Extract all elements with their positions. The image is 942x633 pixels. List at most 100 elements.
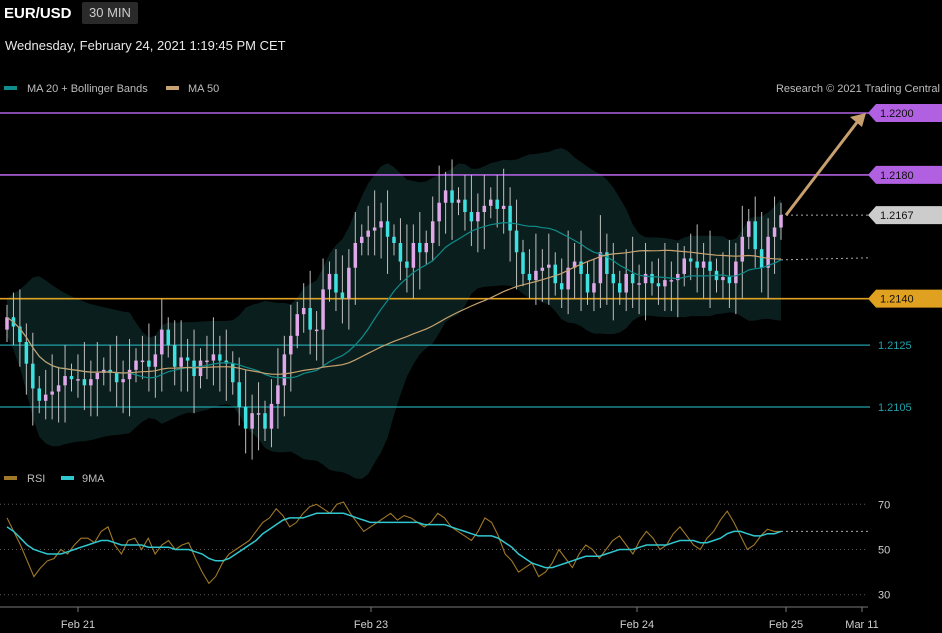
candle-body <box>598 252 603 284</box>
candle <box>598 215 603 308</box>
candle <box>656 258 661 305</box>
candle <box>256 382 261 451</box>
candle <box>179 320 183 392</box>
candle <box>534 233 538 305</box>
candle <box>727 239 732 308</box>
candle <box>340 255 345 324</box>
candle-body <box>308 307 312 330</box>
ma20-legend-label: MA 20 + Bollinger Bands <box>27 83 148 95</box>
candle-body <box>31 363 35 389</box>
ma50-legend-label: MA 50 <box>188 83 219 95</box>
candle-body <box>643 273 648 284</box>
candle <box>527 249 532 299</box>
candle-body <box>605 252 609 274</box>
candle-body <box>153 354 158 367</box>
candle-body <box>495 199 499 209</box>
interval-button[interactable]: 30 MIN <box>82 2 138 24</box>
candle-body <box>237 382 241 407</box>
rsi-tick-50: 50 <box>878 545 890 557</box>
candle <box>617 270 622 305</box>
candle <box>547 233 551 305</box>
candle-body <box>566 267 570 290</box>
candle <box>243 369 248 454</box>
candle <box>643 242 648 321</box>
candle-body <box>669 280 674 282</box>
candle <box>411 224 416 299</box>
symbol-label[interactable]: EUR/USD <box>4 5 72 22</box>
candle-body <box>766 236 770 268</box>
candle <box>5 304 9 343</box>
candle-body <box>746 221 751 237</box>
candle <box>779 202 783 240</box>
candle <box>469 174 474 247</box>
title-bar: EUR/USD 30 MIN <box>0 0 942 28</box>
candle-body <box>243 407 248 429</box>
candle-body <box>256 413 261 415</box>
candle <box>282 335 287 417</box>
candle-body <box>127 369 132 380</box>
candle-body <box>779 215 783 228</box>
candle-body <box>701 261 706 268</box>
rsi-legend-swatch <box>4 476 17 480</box>
candle-body <box>50 391 54 395</box>
candle-body <box>211 354 216 361</box>
candle-body <box>411 242 416 268</box>
candle <box>295 301 300 349</box>
candle <box>682 246 687 287</box>
candle <box>701 242 706 299</box>
candle <box>327 261 332 302</box>
x-tick-label: Feb 24 <box>620 619 654 631</box>
candle <box>463 174 467 231</box>
candle-body <box>276 385 280 404</box>
candle-body <box>721 277 725 281</box>
candle <box>740 205 745 299</box>
candle <box>359 224 364 256</box>
candle-body <box>630 273 635 284</box>
candle <box>559 258 564 308</box>
level-tag-1.2180 <box>868 165 942 184</box>
bollinger-band <box>7 148 781 479</box>
candle-body <box>385 221 390 237</box>
candle <box>160 298 164 392</box>
rsi-tick-70: 70 <box>878 499 890 511</box>
candle <box>379 202 383 259</box>
candle-body <box>37 388 42 401</box>
candle <box>289 304 293 392</box>
candle-body <box>301 307 306 315</box>
candle-body <box>772 227 777 237</box>
candle-body <box>740 236 745 262</box>
candle <box>585 261 590 305</box>
candle <box>443 171 448 234</box>
candle <box>637 264 641 315</box>
candle <box>43 369 48 420</box>
candle-body <box>95 372 100 380</box>
candle-body <box>56 385 61 392</box>
candle-body <box>437 202 441 222</box>
candle-body <box>334 273 338 293</box>
candle-body <box>579 261 583 274</box>
candle-body <box>250 413 254 429</box>
candle <box>250 394 254 460</box>
candle <box>95 342 100 417</box>
candle-body <box>450 190 454 203</box>
candle-body <box>82 379 87 386</box>
candle <box>237 357 241 426</box>
candle-body <box>398 242 403 262</box>
candle <box>566 230 570 315</box>
candle-body <box>534 270 538 281</box>
candle <box>37 376 42 414</box>
candle <box>385 190 390 274</box>
candle-body <box>656 283 661 287</box>
candle <box>263 400 267 442</box>
candle <box>301 283 306 333</box>
candle <box>172 320 177 386</box>
x-tick-label: Feb 21 <box>61 619 95 631</box>
candle-body <box>553 264 558 284</box>
candle <box>82 342 87 411</box>
candle <box>347 249 351 330</box>
candle-body <box>24 342 29 364</box>
candle-body <box>624 273 628 293</box>
candle-body <box>198 360 203 377</box>
candle-body <box>521 252 525 274</box>
